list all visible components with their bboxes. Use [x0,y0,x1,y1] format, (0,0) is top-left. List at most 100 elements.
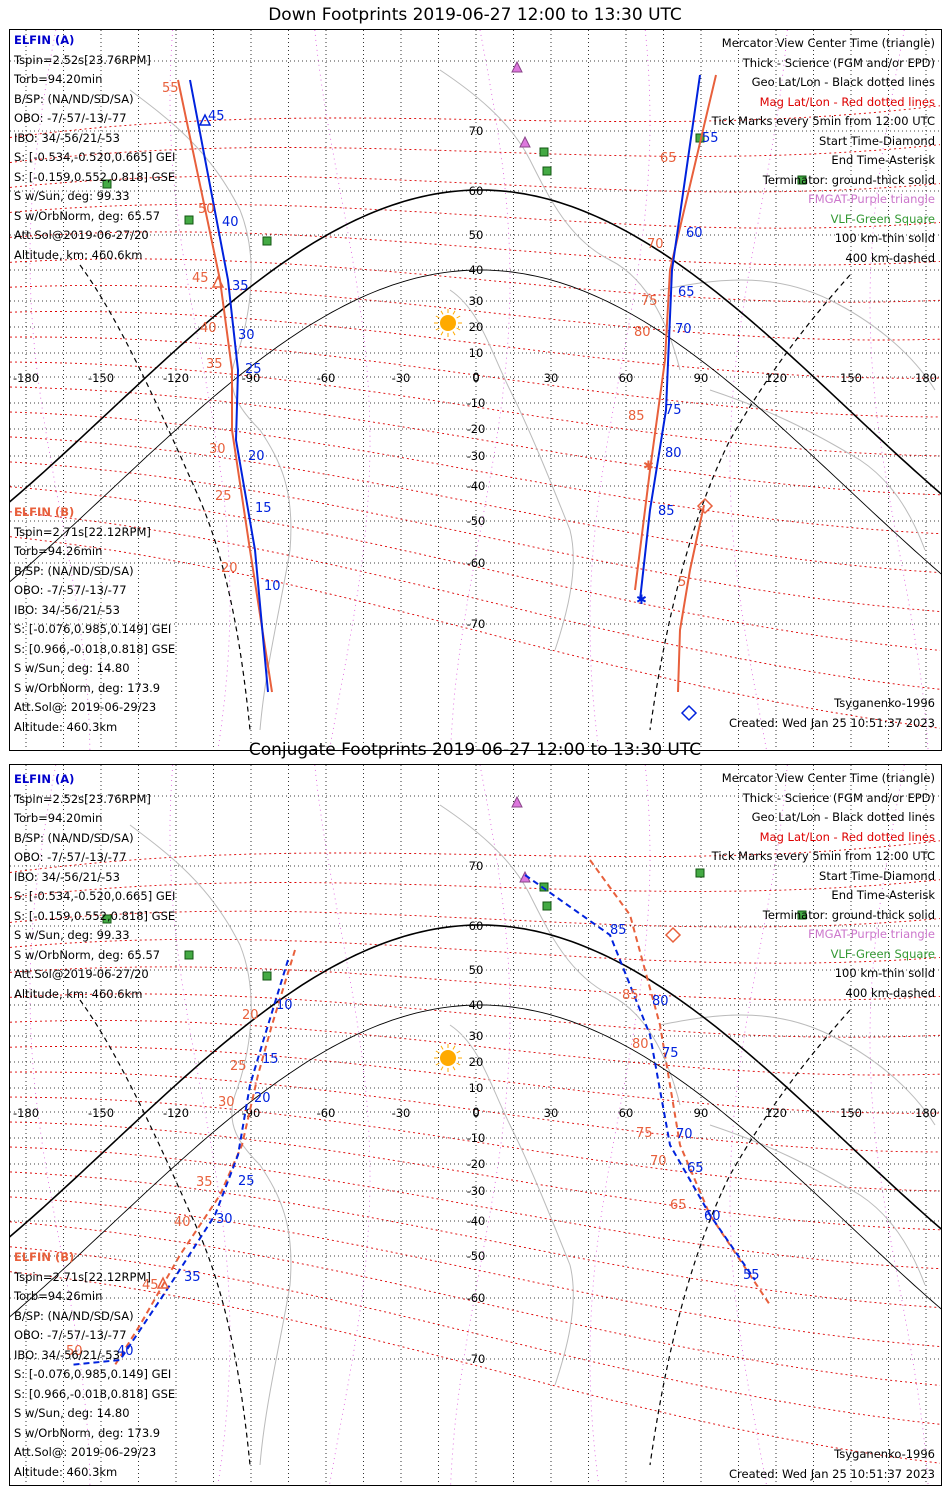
elfin-b-tick-label: 50 [198,202,215,217]
latitude-tick-label: 60 [469,184,484,198]
elfin-a-header: ELFIN (A) [14,33,75,47]
latitude-tick-label: -10 [467,1131,486,1145]
map-legend: Mercator View Center Time (triangle) Thic… [712,34,935,268]
elfin-b-tick-label: 50 [66,1344,83,1359]
elfin-b-header: ELFIN (B) [14,505,75,519]
mag-longitude-line [314,765,371,1485]
elfin-b-tick-label: 20 [242,1008,259,1023]
sun-icon [440,315,456,331]
elfin-b-tick-label: 35 [206,357,223,372]
elfin-b-line: IBO: 34/-56/21/-53 [14,602,120,617]
sun-icon [440,1050,456,1066]
elfin-a-line: Att.Sol@2019-06-27/20 [14,967,149,981]
elfin-b-line: S w/Sun, deg: 14.80 [14,1406,130,1420]
vlf-square-icon [539,147,549,157]
elfin-b-tick-label: 45 [192,271,209,286]
sun-ray [452,310,456,315]
elfin-b-line: Att.Sol@: 2019-06-29/23 [14,700,157,714]
legend-item: Tick Marks every 5min from 12:00 UTC [711,114,935,128]
elfin-a-header: ELFIN (A) [14,772,75,786]
sun-ray [452,1066,456,1071]
down-map-canvas: -180 -150 -120 -90 -60 -30 0 30 60 90 120 150 180 70 6… [10,30,941,750]
model-label: Tsyganenko-1996 [834,696,935,710]
elfin-a-tick-label: 75 [665,403,682,418]
elfin-a-info: ELFIN (A) Tspin=2.52s[23.76RPM] Torb=94.… [14,31,175,265]
coastline [659,1014,936,1126]
elfin-b-track [634,74,717,591]
elfin-b-tick-label: 80 [632,1037,649,1052]
sun-ray [440,1045,444,1050]
elfin-b-line: S: [0.966,-0.018,0.818] GSE [14,641,176,656]
elfin-a-line: IBO: 34/-56/21/-53 [14,130,120,145]
elfin-a-tick-label: 55 [702,131,719,146]
elfin-b-line: Altitude: 460.3km [14,1464,118,1479]
start-diamond-icon [680,704,698,722]
mag-longitude-line [169,30,231,750]
elfin-a-tick-label: 55 [743,1268,760,1283]
fmgat-triangle-icon [519,135,531,148]
elfin-a-line: Altitude, km: 460.6km [14,247,143,262]
vlf-square-icon [542,901,552,911]
elfin-a-tick-label: 75 [662,1046,679,1061]
mag-latitude-line [10,386,941,496]
mag-latitude-line [10,411,941,535]
elfin-b-tick-label: 20 [221,561,238,576]
mag-longitude-line [450,765,511,1485]
mag-latitude-line [10,1096,941,1192]
elfin-b-track [677,504,705,693]
mag-longitude-line [450,30,511,750]
elfin-b-view-triangle [156,1276,170,1289]
legend-item: FMGAT-Purple triangle [808,192,935,206]
elfin-a-line: S w/OrbNorm, deg: 65.57 [14,947,161,962]
elfin-a-tick-label: 80 [665,446,682,461]
elfin-b-tick-label: 75 [641,294,658,309]
sun-ray [452,331,456,336]
longitude-tick-label: 150 [840,1106,862,1120]
sun-ray [456,327,461,331]
terminator-line [10,269,941,583]
legend-item: Geo Lat/Lon - Black dotted lines [751,810,935,824]
elfin-b-tick-label: 5 [678,575,686,590]
latitude-tick-label: 70 [469,859,484,873]
mag-latitude-line [10,1221,941,1386]
mag-longitude-line [869,30,929,750]
vlf-square-icon [797,175,807,185]
elfin-a-line: Altitude, km: 460.6km [14,986,143,1001]
longitude-tick-label: 0 [472,1106,479,1120]
longitude-tick-label: 150 [840,371,862,385]
vlf-square-icon [695,868,705,878]
vlf-square-icon [102,179,112,189]
longitude-tick-label: 180 [915,1106,937,1120]
longitude-tick-label: -120 [163,1106,189,1120]
mag-latitude-line [10,910,941,928]
elfin-a-tick-label: 70 [676,1127,693,1142]
elfin-a-tick-label: 20 [254,1091,271,1106]
longitude-tick-label: -30 [392,371,411,385]
elfin-a-line: S: [-0.159,0.552,0.818] GSE [14,908,176,923]
mag-latitude-line [10,1196,941,1347]
end-asterisk-icon: ✱ [643,459,654,474]
legend-item: 100 km-thin solid [834,966,935,980]
elfin-b-tick-label: 30 [209,442,226,457]
elfin-a-tick-label: 80 [652,994,669,1009]
coastline [449,289,574,651]
elfin-a-tick-label: 85 [610,923,627,938]
terminator-400km [79,999,251,1466]
terminator-line [10,189,941,503]
elfin-b-tick-label: 30 [218,1095,235,1110]
elfin-a-tick-label: 45 [208,109,225,124]
mag-latitude-line [10,105,941,138]
legend-item: VLF-Green Square [830,946,935,961]
elfin-b-view-triangle [211,275,225,288]
created-label: Created: Wed Jan 25 10:51:37 2023 [728,1467,935,1481]
latitude-tick-label: 10 [469,346,484,360]
mag-latitude-line [10,1121,941,1231]
mag-latitude-line [10,1146,941,1270]
elfin-b-tick-label: 40 [200,321,217,336]
conjugate-footprints-map: -180 -150 -120 -90 -60 -30 0 30 60 90 120 150 180 70 6… [9,764,942,1486]
mag-latitude-line [10,938,941,964]
elfin-b-line: IBO: 34/-56/21/-53 [14,1347,120,1362]
elfin-a-line: S: [-0.534,-0.520,0.665] GEI [14,150,176,164]
legend-item: Geo Lat/Lon - Black dotted lines [751,75,935,89]
mag-latitude-line [10,461,941,612]
